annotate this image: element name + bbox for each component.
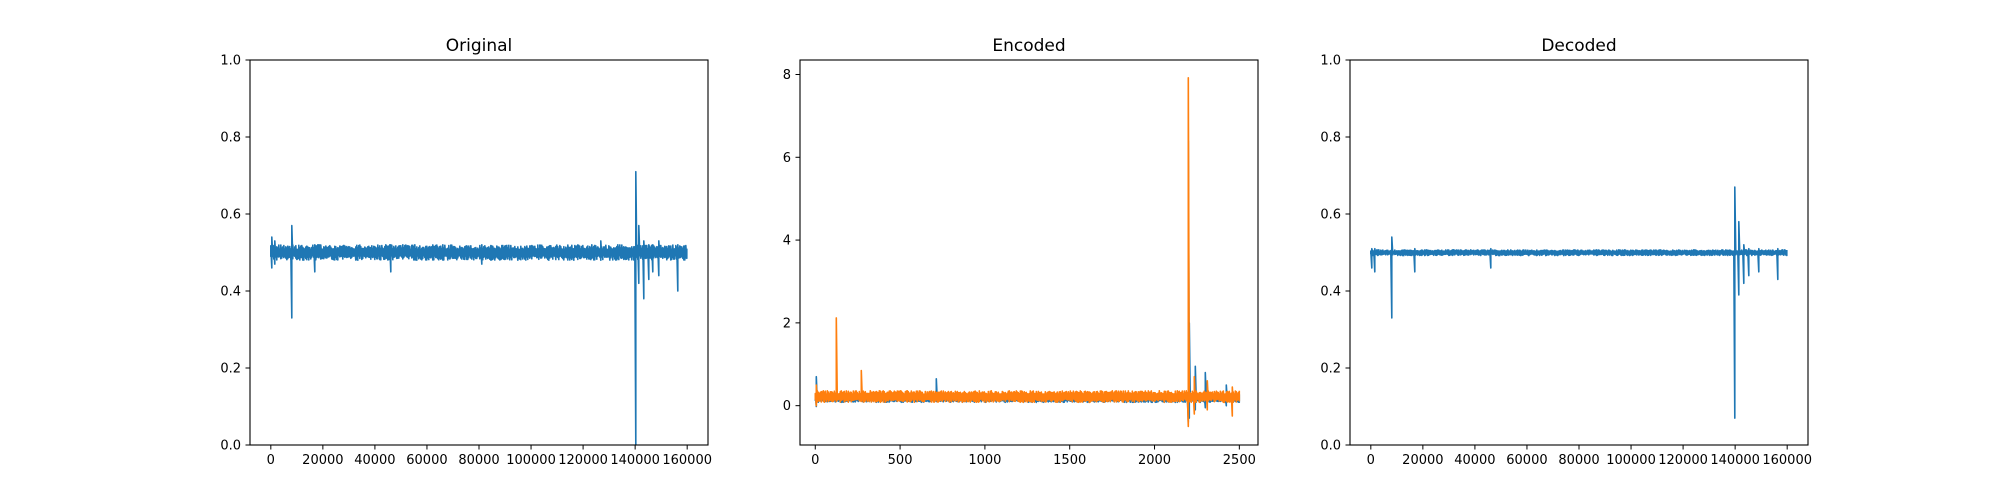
- y-tick-label: 0.4: [1320, 285, 1341, 300]
- chart-title-encoded: Encoded: [992, 36, 1065, 56]
- x-tick-label: 140000: [610, 453, 660, 468]
- x-tick-label: 2000: [1138, 453, 1171, 468]
- y-tick-label: 6: [783, 151, 791, 166]
- chart-title-decoded: Decoded: [1541, 36, 1616, 56]
- y-tick-label: 0.8: [220, 131, 241, 146]
- y-axis-encoded: 0 2 4 6 8: [783, 68, 800, 414]
- x-tick-label: 40000: [354, 453, 395, 468]
- y-tick-label: 4: [783, 234, 791, 249]
- x-tick-label: 0: [267, 453, 275, 468]
- x-tick-label: 80000: [458, 453, 499, 468]
- y-axis-decoded: 0.0 0.2 0.4 0.6 0.8 1.0: [1320, 54, 1350, 454]
- x-tick-label: 160000: [662, 453, 712, 468]
- plot-area-original: [249, 59, 709, 446]
- y-tick-label: 0.6: [1320, 208, 1341, 223]
- chart-title-original: Original: [446, 36, 513, 56]
- y-tick-label: 0.0: [1320, 439, 1341, 454]
- x-tick-label: 1000: [968, 453, 1001, 468]
- x-tick-label: 100000: [1606, 453, 1656, 468]
- y-tick-label: 0.6: [220, 208, 241, 223]
- x-tick-label: 160000: [1762, 453, 1812, 468]
- plot-area-encoded: [799, 59, 1259, 446]
- y-tick-label: 0.8: [1320, 131, 1341, 146]
- panel-decoded: Decoded 0 20000 40000 60000 80000 100000 12000…: [1320, 36, 1812, 468]
- plot-area-decoded: [1349, 59, 1809, 446]
- y-tick-label: 0.2: [1320, 362, 1341, 377]
- series-line: [270, 170, 688, 445]
- y-tick-label: 1.0: [220, 54, 241, 69]
- x-tick-label: 140000: [1710, 453, 1760, 468]
- x-axis-decoded: 0 20000 40000 60000 80000 100000 120000 140000 1…: [1367, 445, 1812, 468]
- x-tick-label: 120000: [558, 453, 608, 468]
- x-tick-label: 1500: [1053, 453, 1086, 468]
- x-axis-encoded: 0 500 1000 1500 2000 2500: [811, 445, 1256, 468]
- x-tick-label: 0: [1367, 453, 1375, 468]
- panel-original: Original 0 20000 40000 60000 80000 100000 1200…: [220, 36, 712, 468]
- x-tick-label: 20000: [1402, 453, 1443, 468]
- x-tick-label: 0: [811, 453, 819, 468]
- x-tick-label: 80000: [1558, 453, 1599, 468]
- x-tick-label: 2500: [1223, 453, 1256, 468]
- x-tick-label: 40000: [1454, 453, 1495, 468]
- x-tick-label: 500: [888, 453, 913, 468]
- x-tick-label: 60000: [406, 453, 447, 468]
- y-tick-label: 0: [783, 399, 791, 414]
- x-axis-original: 0 20000 40000 60000 80000 100000 120000 140000 1…: [267, 445, 712, 468]
- y-tick-label: 1.0: [1320, 54, 1341, 69]
- x-tick-label: 60000: [1506, 453, 1547, 468]
- y-tick-label: 8: [783, 68, 791, 83]
- series-line: [814, 77, 1241, 428]
- x-tick-label: 120000: [1658, 453, 1708, 468]
- y-tick-label: 0.2: [220, 362, 241, 377]
- x-tick-label: 100000: [506, 453, 556, 468]
- y-tick-label: 0.4: [220, 285, 241, 300]
- series-line: [814, 139, 1241, 423]
- series-line: [1370, 186, 1788, 419]
- y-tick-label: 0.0: [220, 439, 241, 454]
- y-tick-label: 2: [783, 316, 791, 331]
- panel-encoded: Encoded 0 500 1000 1500 2000 2500 0 2 4 6 8: [783, 36, 1259, 468]
- y-axis-original: 0.0 0.2 0.4 0.6 0.8 1.0: [220, 54, 250, 454]
- x-tick-label: 20000: [302, 453, 343, 468]
- plot-frame: [799, 59, 1259, 446]
